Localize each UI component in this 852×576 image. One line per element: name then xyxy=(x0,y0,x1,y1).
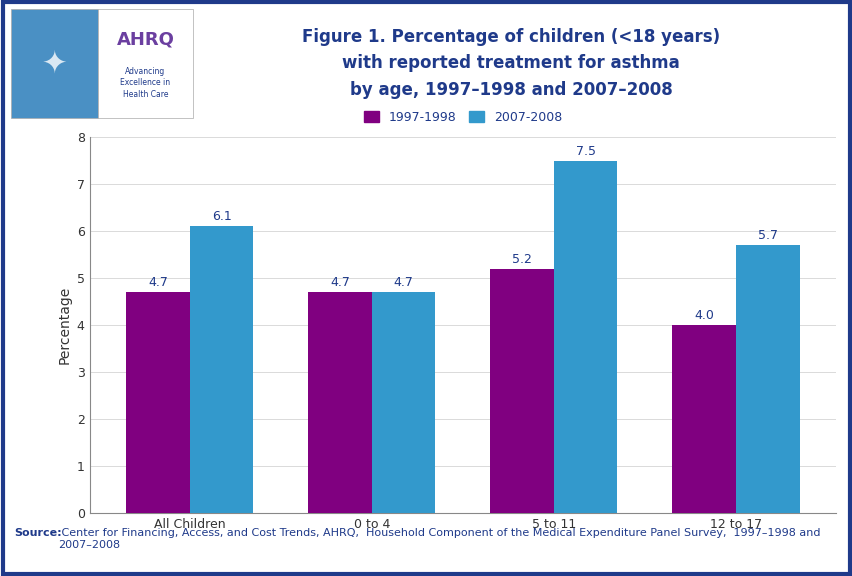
Bar xyxy=(11,9,98,118)
Text: 4.0: 4.0 xyxy=(694,309,713,322)
Text: ✦: ✦ xyxy=(42,49,67,78)
Text: Figure 1. Percentage of children (<18 years)
with reported treatment for asthma
: Figure 1. Percentage of children (<18 ye… xyxy=(302,28,719,98)
Text: 4.7: 4.7 xyxy=(393,276,413,289)
Bar xyxy=(371,292,435,513)
Text: 4.7: 4.7 xyxy=(147,276,168,289)
Bar xyxy=(308,292,371,513)
Bar xyxy=(98,9,193,118)
Text: AHRQ: AHRQ xyxy=(117,31,174,48)
Text: 5.7: 5.7 xyxy=(757,229,777,242)
Text: 4.7: 4.7 xyxy=(330,276,349,289)
Y-axis label: Percentage: Percentage xyxy=(57,286,71,364)
Bar xyxy=(126,292,189,513)
Bar xyxy=(189,226,253,513)
Bar xyxy=(735,245,798,513)
Text: Center for Financing, Access, and Cost Trends, AHRQ,  Household Component of the: Center for Financing, Access, and Cost T… xyxy=(58,528,820,550)
Text: 6.1: 6.1 xyxy=(211,210,231,223)
Bar xyxy=(490,268,553,513)
Text: Advancing
Excellence in
Health Care: Advancing Excellence in Health Care xyxy=(120,67,170,99)
Bar xyxy=(671,325,735,513)
Text: Source:: Source: xyxy=(14,528,62,538)
Legend: 1997-1998, 2007-2008: 1997-1998, 2007-2008 xyxy=(358,106,567,129)
Text: 5.2: 5.2 xyxy=(511,253,532,266)
Bar xyxy=(553,161,617,513)
Text: 7.5: 7.5 xyxy=(575,145,595,158)
